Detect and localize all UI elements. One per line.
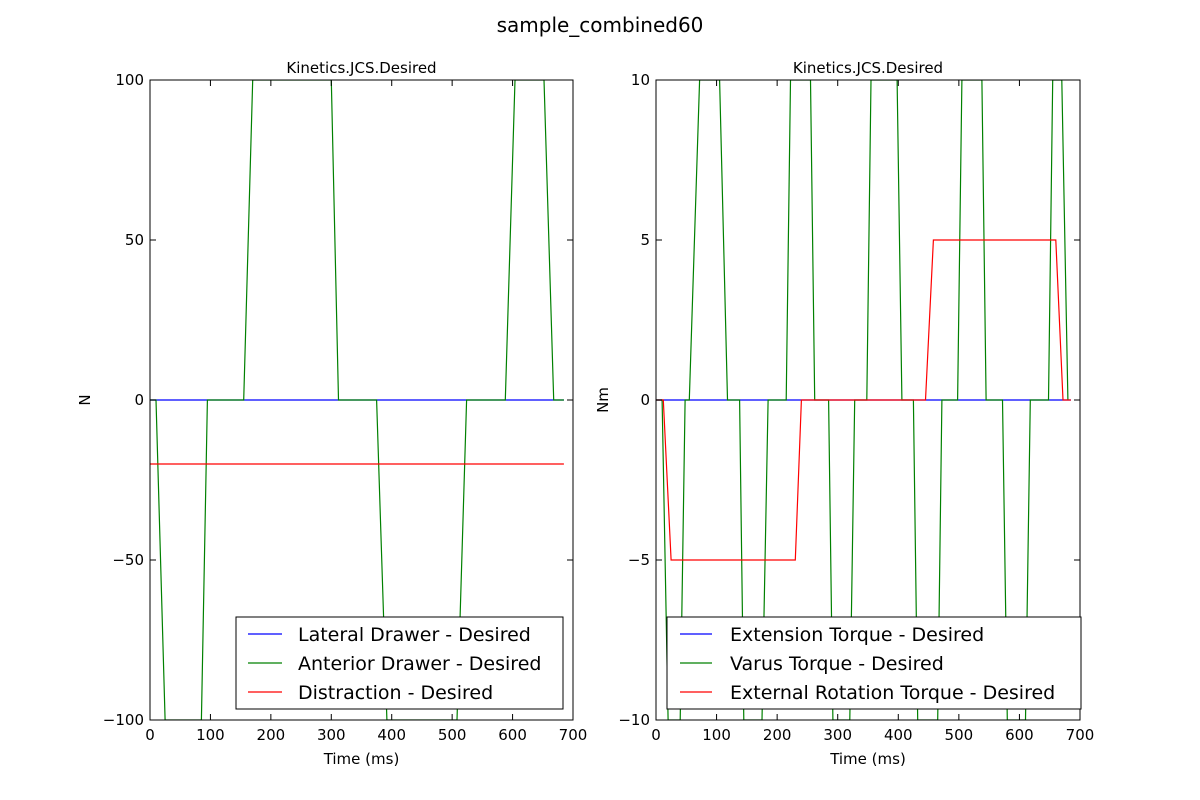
series-line-2 <box>150 80 564 720</box>
y-tick-label: −5 <box>628 551 650 569</box>
legend: Lateral Drawer - Desired Anterior Drawer … <box>235 616 564 710</box>
y-tick-label: −100 <box>103 711 144 729</box>
y-axis-label: N <box>76 394 94 405</box>
x-tick-label: 400 <box>884 726 913 744</box>
legend-frame <box>666 616 1082 710</box>
x-tick-label: 500 <box>945 726 974 744</box>
y-tick-label: 5 <box>640 231 650 249</box>
x-tick-label: 0 <box>651 726 661 744</box>
y-tick-label: 10 <box>631 71 650 89</box>
y-tick-label: 50 <box>125 231 144 249</box>
x-tick-label: 700 <box>559 726 588 744</box>
x-tick-label: 300 <box>317 726 346 744</box>
y-tick-label: 0 <box>640 391 650 409</box>
subplot-1: 0 100 200 300 400 500 600 700 −100 −50 0 50 100 Kinet… <box>76 59 587 768</box>
series-group <box>656 80 1071 720</box>
figure-suptitle: sample_combined60 <box>497 13 704 37</box>
x-tick-label: 200 <box>763 726 792 744</box>
x-tick-label: 700 <box>1066 726 1095 744</box>
legend: Extension Torque - Desired Varus Torque -… <box>666 616 1082 710</box>
y-tick-label: −50 <box>112 551 144 569</box>
subplot-title: Kinetics.JCS.Desired <box>793 59 943 77</box>
x-tick-label: 600 <box>498 726 527 744</box>
legend-entry: Distraction - Desired <box>298 682 493 704</box>
y-axis-label: Nm <box>594 387 612 413</box>
legend-entry: Anterior Drawer - Desired <box>298 653 541 675</box>
series-line-3 <box>656 239 1071 561</box>
legend-frame <box>235 616 564 710</box>
x-tick-label: 0 <box>145 726 155 744</box>
x-tick-label: 200 <box>257 726 286 744</box>
x-tick-label: 600 <box>1005 726 1034 744</box>
subplot-2: 0 100 200 300 400 500 600 700 −10 −5 0 5 10 Kinetics.… <box>594 59 1094 768</box>
x-tick-label: 100 <box>702 726 731 744</box>
legend-entry: Extension Torque - Desired <box>730 624 984 646</box>
x-tick-label: 100 <box>196 726 225 744</box>
series-group <box>150 80 564 720</box>
legend-entry: Lateral Drawer - Desired <box>298 624 531 646</box>
legend-entry: External Rotation Torque - Desired <box>730 682 1055 704</box>
x-tick-label: 400 <box>377 726 406 744</box>
x-tick-label: 500 <box>438 726 467 744</box>
subplot-title: Kinetics.JCS.Desired <box>286 59 436 77</box>
y-tick-label: 100 <box>115 71 144 89</box>
legend-entry: Varus Torque - Desired <box>730 653 944 675</box>
x-axis-label: Time (ms) <box>323 750 400 768</box>
x-axis-label: Time (ms) <box>829 750 906 768</box>
y-tick-label: 0 <box>134 391 144 409</box>
y-tick-label: −10 <box>618 711 650 729</box>
x-tick-label: 300 <box>823 726 852 744</box>
